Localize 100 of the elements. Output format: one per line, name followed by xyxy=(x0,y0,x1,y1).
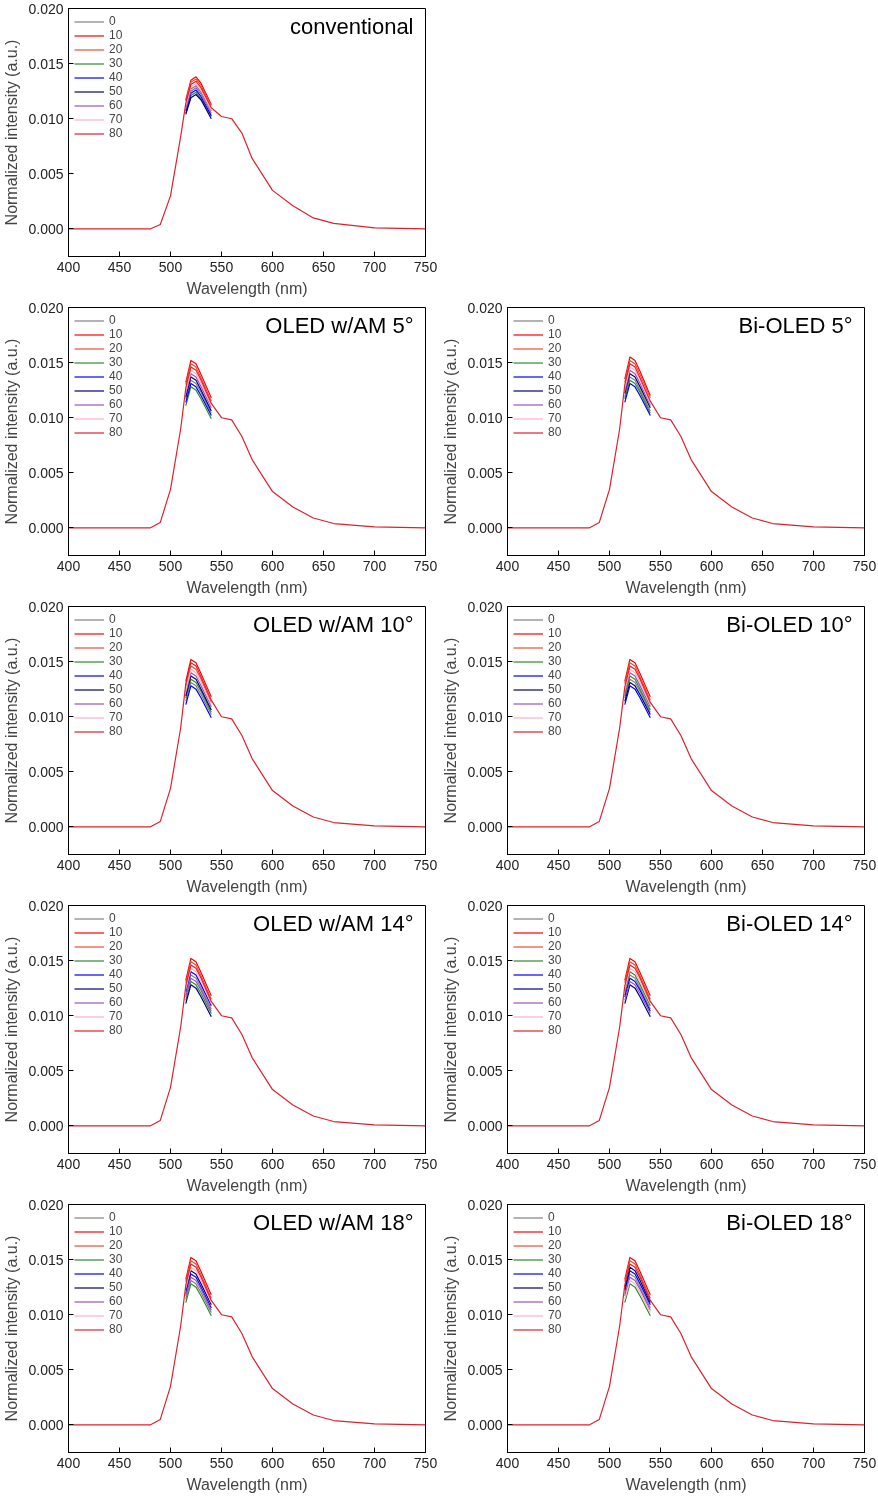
y-tick-label: 0.015 xyxy=(28,55,64,72)
legend-label: 0 xyxy=(109,911,117,925)
x-tick-label: 550 xyxy=(648,856,673,873)
x-tick-label: 450 xyxy=(546,856,571,873)
x-tick-label: 550 xyxy=(209,258,234,275)
x-tick-label: 650 xyxy=(750,557,775,574)
legend-label: 80 xyxy=(109,126,124,140)
x-axis-title: Wavelength (nm) xyxy=(625,578,747,596)
y-tick-label: 0.000 xyxy=(28,1416,64,1433)
x-tick-label: 750 xyxy=(413,557,438,574)
y-tick-label: 0.005 xyxy=(467,1361,503,1378)
legend-label: 80 xyxy=(548,1322,563,1336)
x-tick-label: 550 xyxy=(648,1454,673,1471)
y-tick-label: 0.005 xyxy=(28,165,64,182)
legend-label: 10 xyxy=(548,327,563,341)
legend-label: 30 xyxy=(548,953,563,967)
legend-label: 80 xyxy=(109,1322,124,1336)
y-tick-label: 0.015 xyxy=(467,354,503,371)
x-axis-title: Wavelength (nm) xyxy=(186,279,308,297)
legend-label: 30 xyxy=(109,355,124,369)
x-tick-label: 750 xyxy=(852,1155,877,1172)
legend-label: 60 xyxy=(109,98,124,112)
x-tick-label: 400 xyxy=(56,258,81,275)
x-tick-label: 700 xyxy=(362,258,387,275)
y-tick-label: 0.010 xyxy=(467,1306,503,1323)
y-axis-title: Normalized intensity (a.u.) xyxy=(442,637,460,824)
y-tick-label: 0.005 xyxy=(28,763,64,780)
legend-label: 30 xyxy=(548,654,563,668)
x-tick-label: 500 xyxy=(158,258,183,275)
legend-label: 50 xyxy=(109,383,124,397)
legend-label: 70 xyxy=(109,411,124,425)
legend-label: 0 xyxy=(548,612,556,626)
x-tick-label: 750 xyxy=(413,1155,438,1172)
legend-label: 10 xyxy=(548,925,563,939)
y-tick-label: 0.015 xyxy=(467,1251,503,1268)
x-tick-label: 700 xyxy=(362,557,387,574)
x-tick-label: 600 xyxy=(260,1454,285,1471)
x-axis-title: Wavelength (nm) xyxy=(625,1475,747,1493)
y-axis-title: Normalized intensity (a.u.) xyxy=(3,1235,21,1422)
chart-title: OLED w/AM 5° xyxy=(265,312,414,338)
x-tick-label: 500 xyxy=(158,1454,183,1471)
chart-title: Bi-OLED 14° xyxy=(726,910,853,936)
legend-label: 40 xyxy=(109,369,124,383)
legend-label: 20 xyxy=(109,42,124,56)
legend-label: 40 xyxy=(109,967,124,981)
legend-label: 20 xyxy=(548,640,563,654)
x-tick-label: 450 xyxy=(107,258,132,275)
x-axis-title: Wavelength (nm) xyxy=(186,1475,308,1493)
x-tick-label: 600 xyxy=(699,1454,724,1471)
x-axis-title: Wavelength (nm) xyxy=(625,877,747,895)
x-tick-label: 500 xyxy=(597,1155,622,1172)
legend-label: 10 xyxy=(548,1224,563,1238)
y-tick-label: 0.015 xyxy=(467,653,503,670)
x-axis-title: Wavelength (nm) xyxy=(186,877,308,895)
y-tick-label: 0.020 xyxy=(467,897,503,914)
legend-label: 10 xyxy=(109,327,124,341)
y-axis-title: Normalized intensity (a.u.) xyxy=(442,338,460,525)
legend-label: 30 xyxy=(548,355,563,369)
y-tick-label: 0.010 xyxy=(28,409,64,426)
chart-title: OLED w/AM 18° xyxy=(253,1209,414,1235)
x-tick-label: 450 xyxy=(107,1454,132,1471)
x-tick-label: 400 xyxy=(56,1155,81,1172)
legend-label: 60 xyxy=(548,1294,563,1308)
legend-label: 30 xyxy=(109,953,124,967)
x-tick-label: 550 xyxy=(209,1454,234,1471)
x-tick-label: 750 xyxy=(852,557,877,574)
legend-label: 50 xyxy=(548,383,563,397)
legend-label: 70 xyxy=(548,411,563,425)
y-tick-label: 0.015 xyxy=(467,952,503,969)
x-tick-label: 750 xyxy=(852,1454,877,1471)
x-tick-label: 600 xyxy=(699,557,724,574)
x-tick-label: 750 xyxy=(413,258,438,275)
y-tick-label: 0.020 xyxy=(467,598,503,615)
y-tick-label: 0.000 xyxy=(28,818,64,835)
legend-label: 70 xyxy=(548,710,563,724)
x-tick-label: 600 xyxy=(260,1155,285,1172)
y-tick-label: 0.015 xyxy=(28,354,64,371)
y-tick-label: 0.005 xyxy=(467,763,503,780)
y-tick-label: 0.010 xyxy=(28,1007,64,1024)
y-tick-label: 0.005 xyxy=(467,464,503,481)
legend-label: 0 xyxy=(109,313,117,327)
x-tick-label: 400 xyxy=(495,1454,520,1471)
legend-label: 40 xyxy=(548,1266,563,1280)
legend-label: 30 xyxy=(548,1252,563,1266)
chart-title: OLED w/AM 10° xyxy=(253,611,414,637)
legend-label: 50 xyxy=(548,981,563,995)
y-tick-label: 0.015 xyxy=(28,952,64,969)
y-tick-label: 0.000 xyxy=(467,1416,503,1433)
x-tick-label: 500 xyxy=(158,557,183,574)
x-tick-label: 650 xyxy=(750,856,775,873)
legend-label: 0 xyxy=(548,313,556,327)
y-tick-label: 0.010 xyxy=(467,708,503,725)
legend-label: 40 xyxy=(548,369,563,383)
y-tick-label: 0.015 xyxy=(28,653,64,670)
x-tick-label: 650 xyxy=(311,856,336,873)
x-tick-label: 600 xyxy=(699,1155,724,1172)
x-tick-label: 600 xyxy=(699,856,724,873)
x-tick-label: 550 xyxy=(648,1155,673,1172)
chart-title: Bi-OLED 10° xyxy=(726,611,853,637)
x-tick-label: 550 xyxy=(209,557,234,574)
